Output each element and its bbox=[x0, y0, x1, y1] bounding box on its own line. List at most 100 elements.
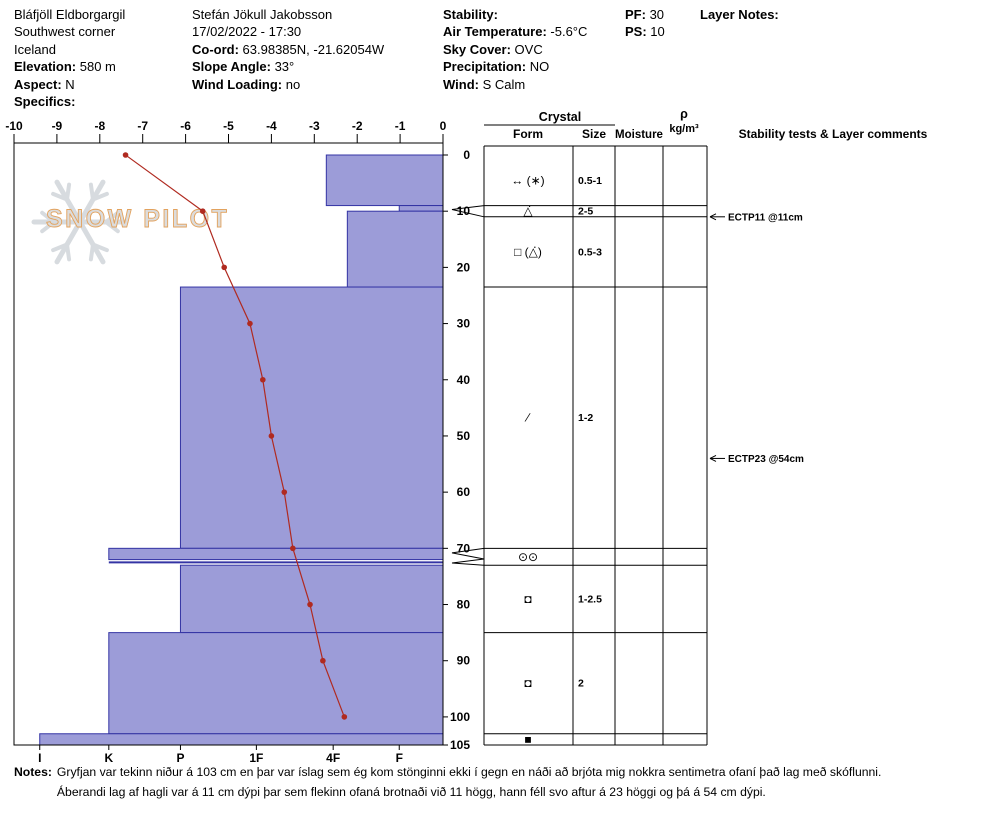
notes-block: Notes: Gryfjan var tekinn niður á 103 cm … bbox=[14, 763, 881, 802]
crystal-form-symbol: ◘ bbox=[524, 676, 531, 690]
layer-bar bbox=[108, 632, 444, 735]
snowflake-spoke bbox=[54, 179, 106, 265]
depth-tick-label: 40 bbox=[457, 373, 471, 387]
crystal-size-value: 1-2 bbox=[578, 412, 593, 424]
field-specifics: Specifics: bbox=[14, 94, 76, 110]
crystal-form-symbol: ∕ bbox=[524, 411, 531, 425]
crystal-form-symbol: □ (△̇) bbox=[514, 245, 542, 259]
crystal-size-value: 0.5-3 bbox=[578, 246, 602, 258]
temp-tick-label: -6 bbox=[180, 119, 191, 133]
observation-datetime: 17/02/2022 - 17:30 bbox=[192, 24, 302, 40]
temperature-point bbox=[268, 433, 275, 439]
temperature-point bbox=[341, 714, 348, 720]
layer-bar bbox=[179, 286, 444, 549]
hardness-tick-label: P bbox=[176, 751, 184, 765]
watermark: SNOW PILOT bbox=[31, 179, 229, 265]
crystal-form-symbol: ⊙⊙ bbox=[518, 550, 538, 564]
field-pf: PF: 30 bbox=[625, 7, 665, 22]
temperature-point bbox=[307, 601, 313, 608]
notes-label: Notes: bbox=[14, 765, 52, 779]
site-area: Southwest corner bbox=[14, 24, 116, 40]
field-slope-angle: Slope Angle: 33° bbox=[192, 59, 295, 75]
stability-test-label: ECTP11 @11cm bbox=[728, 212, 803, 223]
density-header: ρ bbox=[680, 107, 688, 121]
depth-tick-label: 0 bbox=[463, 148, 470, 162]
crystal-header: Crystal bbox=[539, 110, 581, 124]
density-unit-header: kg/m³ bbox=[669, 123, 699, 135]
crystal-form-symbol: ↔ (∗) bbox=[511, 173, 544, 187]
stability-test-label: ECTP23 @54cm bbox=[728, 454, 804, 465]
layer-bar bbox=[346, 210, 444, 288]
temp-tick-label: -10 bbox=[5, 119, 23, 133]
thin-layer-wedge bbox=[451, 205, 485, 218]
layer-bar bbox=[39, 733, 444, 746]
hardness-tick-label: K bbox=[104, 751, 113, 765]
field-ps: PS: 10 bbox=[625, 24, 665, 40]
temp-tick-label: -5 bbox=[223, 119, 234, 133]
field-coordinates: Co-ord: 63.98385N, -21.62054W bbox=[192, 41, 385, 57]
field-elevation: Elevation: 580 m bbox=[14, 59, 116, 75]
crystal-size-value: 1-2.5 bbox=[578, 593, 602, 605]
depth-tick-label: 70 bbox=[457, 541, 471, 555]
header-layer-notes-column: Layer Notes: bbox=[700, 6, 779, 23]
site-name: Bláfjöll Eldborgargil bbox=[14, 7, 126, 22]
crystal-form-symbol: △̇ bbox=[523, 204, 533, 218]
thin-layer-wedge bbox=[451, 558, 485, 566]
temp-tick-label: -8 bbox=[94, 119, 105, 133]
crystal-size-value: 0.5-1 bbox=[578, 175, 602, 187]
site-country: Iceland bbox=[14, 41, 56, 57]
layer-bar bbox=[108, 547, 444, 561]
field-sky-cover: Sky Cover: OVC bbox=[443, 41, 543, 57]
thin-layer-wedge bbox=[451, 547, 485, 560]
depth-tick-label: 30 bbox=[457, 317, 471, 331]
temperature-point bbox=[260, 376, 266, 383]
crystal-form-symbol: ■ bbox=[524, 732, 531, 746]
depth-tick-label: 80 bbox=[457, 598, 471, 612]
field-stability: Stability: bbox=[443, 7, 498, 22]
depth-tick-label: 50 bbox=[457, 429, 471, 443]
notes-line-1: Gryfjan var tekinn niður á 103 cm en þar… bbox=[56, 765, 882, 779]
crystal-size-value: 2-5 bbox=[578, 206, 593, 218]
hardness-tick-label: 4F bbox=[326, 751, 340, 765]
observer-name: Stefán Jökull Jakobsson bbox=[192, 7, 333, 22]
snowflake-branch bbox=[40, 210, 56, 224]
snowflake-branch bbox=[104, 210, 120, 224]
hardness-tick-label: F bbox=[396, 751, 403, 765]
temp-tick-label: -7 bbox=[137, 119, 148, 133]
header-location-column: Bláfjöll Eldborgargil Southwest corner I… bbox=[14, 6, 125, 110]
temp-tick-label: -2 bbox=[352, 119, 363, 133]
temp-tick-label: -3 bbox=[309, 119, 320, 133]
temperature-point bbox=[281, 489, 288, 495]
moisture-header: Moisture bbox=[615, 129, 663, 141]
watermark-text: SNOW PILOT bbox=[46, 205, 229, 233]
crystal-form-symbol: ◘ bbox=[524, 592, 531, 606]
size-header: Size bbox=[582, 127, 606, 141]
layer-bar bbox=[325, 154, 444, 207]
temperature-point bbox=[221, 264, 228, 271]
form-header: Form bbox=[513, 127, 543, 141]
stability-test-arrowhead bbox=[709, 213, 717, 221]
header-weather-column: Stability: Air Temperature: -5.6°C Sky C… bbox=[443, 6, 587, 93]
field-wind-loading: Wind Loading: no bbox=[192, 76, 301, 92]
field-wind: Wind: S Calm bbox=[443, 76, 526, 92]
temp-tick-label: 0 bbox=[440, 119, 447, 133]
field-air-temperature: Air Temperature: -5.6°C bbox=[443, 24, 588, 40]
stability-comments-header: Stability tests & Layer comments bbox=[739, 127, 928, 141]
snowflake-branch bbox=[104, 220, 120, 234]
depth-tick-label: 100 bbox=[450, 710, 470, 724]
snowflake-branch bbox=[40, 220, 56, 234]
stability-test-arrowhead bbox=[709, 454, 717, 462]
header-observer-column: Stefán Jökull Jakobsson 17/02/2022 - 17:… bbox=[192, 6, 384, 93]
hardness-tick-label: 1F bbox=[249, 751, 263, 765]
temperature-point bbox=[320, 657, 326, 664]
temp-tick-label: -9 bbox=[52, 119, 63, 133]
temperature-point bbox=[247, 320, 253, 327]
layer-bar bbox=[179, 564, 444, 634]
hardness-bars bbox=[39, 154, 444, 746]
snowflake-branch bbox=[88, 242, 95, 262]
snowflake-branch bbox=[91, 191, 109, 202]
snowflake-icon bbox=[31, 179, 129, 265]
field-aspect: Aspect: N bbox=[14, 76, 75, 92]
